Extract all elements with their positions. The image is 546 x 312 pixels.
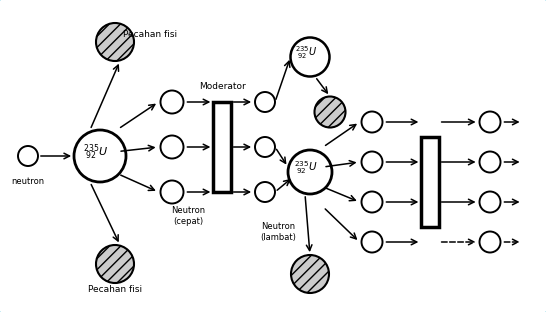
Text: $^{235}_{\ 92}U$: $^{235}_{\ 92}U$ — [295, 45, 317, 61]
Text: Pecahan fisi: Pecahan fisi — [123, 30, 177, 38]
Circle shape — [361, 232, 383, 252]
Circle shape — [479, 152, 501, 173]
Circle shape — [255, 137, 275, 157]
Text: Pecahan fisi: Pecahan fisi — [88, 285, 142, 295]
Circle shape — [314, 96, 346, 128]
Circle shape — [361, 152, 383, 173]
Circle shape — [479, 111, 501, 133]
Circle shape — [291, 255, 329, 293]
Bar — [213, 102, 231, 192]
Circle shape — [361, 111, 383, 133]
Text: $^{235}_{\ 92}U$: $^{235}_{\ 92}U$ — [84, 142, 109, 162]
Circle shape — [479, 192, 501, 212]
Text: Neutron
(lambat): Neutron (lambat) — [260, 222, 296, 242]
Circle shape — [18, 146, 38, 166]
Circle shape — [161, 181, 183, 203]
Circle shape — [96, 245, 134, 283]
Circle shape — [161, 135, 183, 158]
Circle shape — [290, 37, 329, 76]
Circle shape — [479, 232, 501, 252]
Text: Moderator: Moderator — [199, 81, 245, 90]
Circle shape — [361, 192, 383, 212]
Circle shape — [161, 90, 183, 114]
Text: Neutron
(cepat): Neutron (cepat) — [171, 206, 205, 226]
Circle shape — [255, 92, 275, 112]
Circle shape — [255, 182, 275, 202]
Text: $^{235}_{\ 92}U$: $^{235}_{\ 92}U$ — [294, 160, 318, 176]
Circle shape — [288, 150, 332, 194]
Bar — [422, 137, 439, 227]
Text: neutron: neutron — [11, 178, 45, 187]
Circle shape — [74, 130, 126, 182]
Circle shape — [96, 23, 134, 61]
